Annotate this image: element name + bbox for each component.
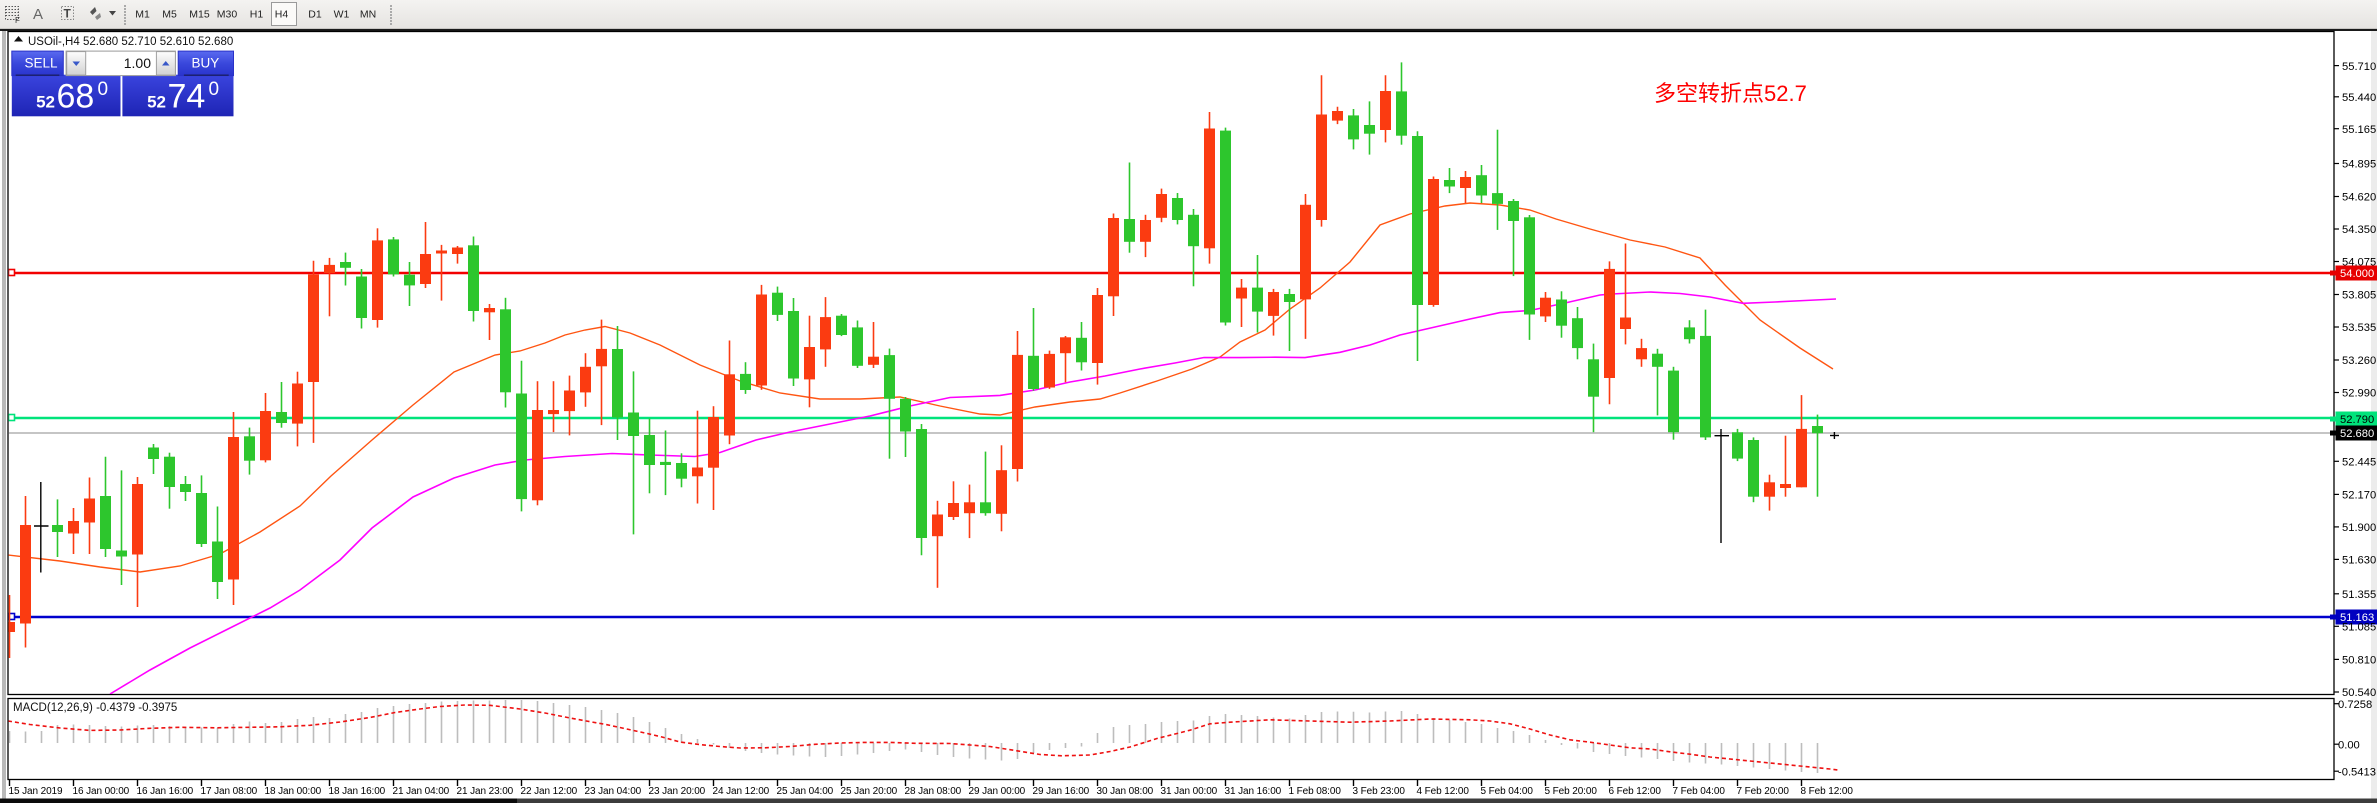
svg-text:54.895: 54.895 [2342, 159, 2376, 171]
svg-text:M5: M5 [162, 9, 177, 21]
svg-text:16 Jan 16:00: 16 Jan 16:00 [137, 786, 194, 797]
svg-text:52.990: 52.990 [2342, 388, 2376, 400]
svg-text:31 Jan 16:00: 31 Jan 16:00 [1225, 786, 1282, 797]
svg-text:21 Jan 23:00: 21 Jan 23:00 [457, 786, 514, 797]
svg-text:51.085: 51.085 [2342, 622, 2376, 634]
svg-text:23 Jan 04:00: 23 Jan 04:00 [585, 786, 642, 797]
svg-text:BUY: BUY [192, 56, 220, 71]
svg-text:29 Jan 00:00: 29 Jan 00:00 [969, 786, 1026, 797]
svg-text:23 Jan 20:00: 23 Jan 20:00 [649, 786, 706, 797]
svg-text:M30: M30 [217, 9, 238, 21]
svg-text:51.163: 51.163 [2340, 612, 2374, 624]
svg-text:52.790: 52.790 [2340, 414, 2374, 426]
svg-text:55.165: 55.165 [2342, 124, 2376, 136]
svg-text:H4: H4 [275, 9, 289, 21]
svg-text:W1: W1 [334, 9, 350, 21]
svg-text:4 Feb 12:00: 4 Feb 12:00 [1417, 786, 1470, 797]
svg-text:55.710: 55.710 [2342, 61, 2376, 73]
svg-text:1 Feb 08:00: 1 Feb 08:00 [1289, 786, 1342, 797]
svg-text:52: 52 [147, 93, 166, 112]
svg-text:55.440: 55.440 [2342, 92, 2376, 104]
svg-text:-0.5413: -0.5413 [2338, 766, 2376, 778]
svg-text:68: 68 [57, 78, 95, 116]
svg-text:24 Jan 12:00: 24 Jan 12:00 [713, 786, 770, 797]
svg-text:25 Jan 04:00: 25 Jan 04:00 [777, 786, 834, 797]
svg-text:F: F [15, 16, 20, 25]
svg-text:22 Jan 12:00: 22 Jan 12:00 [521, 786, 578, 797]
svg-text:52.680: 52.680 [2340, 428, 2374, 440]
svg-text:29 Jan 16:00: 29 Jan 16:00 [1033, 786, 1090, 797]
svg-text:21 Jan 04:00: 21 Jan 04:00 [393, 786, 450, 797]
svg-text:54.350: 54.350 [2342, 224, 2376, 236]
svg-text:30 Jan 08:00: 30 Jan 08:00 [1097, 786, 1154, 797]
svg-text:28 Jan 08:00: 28 Jan 08:00 [905, 786, 962, 797]
svg-text:53.805: 53.805 [2342, 290, 2376, 302]
svg-text:52.170: 52.170 [2342, 490, 2376, 502]
svg-text:0.00: 0.00 [2338, 739, 2360, 751]
svg-text:M15: M15 [189, 9, 210, 21]
svg-text:0: 0 [98, 79, 109, 100]
svg-text:7 Feb 20:00: 7 Feb 20:00 [1737, 786, 1790, 797]
svg-text:5 Feb 04:00: 5 Feb 04:00 [1481, 786, 1534, 797]
svg-text:USOil-,H4 52.680 52.710 52.61: USOil-,H4 52.680 52.710 52.610 52.680 [28, 36, 233, 48]
svg-text:54.000: 54.000 [2340, 268, 2374, 280]
svg-text:18 Jan 16:00: 18 Jan 16:00 [329, 786, 386, 797]
svg-text:0.7258: 0.7258 [2338, 699, 2372, 711]
svg-text:MACD(12,26,9) -0.4379 -0.3975: MACD(12,26,9) -0.4379 -0.3975 [13, 702, 177, 714]
svg-text:51.900: 51.900 [2342, 522, 2376, 534]
svg-text:52.445: 52.445 [2342, 457, 2376, 469]
svg-text:25 Jan 20:00: 25 Jan 20:00 [841, 786, 898, 797]
svg-text:0: 0 [209, 79, 220, 100]
svg-text:3 Feb 23:00: 3 Feb 23:00 [1353, 786, 1406, 797]
svg-text:53.535: 53.535 [2342, 322, 2376, 334]
svg-text:15 Jan 2019: 15 Jan 2019 [9, 786, 63, 797]
svg-text:M1: M1 [135, 9, 150, 21]
svg-text:18 Jan 00:00: 18 Jan 00:00 [265, 786, 322, 797]
svg-text:50.540: 50.540 [2342, 687, 2376, 699]
svg-text:31 Jan 00:00: 31 Jan 00:00 [1161, 786, 1218, 797]
svg-text:54.620: 54.620 [2342, 192, 2376, 204]
svg-text:SELL: SELL [25, 56, 59, 71]
svg-text:8 Feb 12:00: 8 Feb 12:00 [1801, 786, 1854, 797]
svg-text:H1: H1 [250, 9, 264, 21]
svg-text:51.630: 51.630 [2342, 555, 2376, 567]
svg-text:1.00: 1.00 [124, 55, 151, 71]
svg-text:D1: D1 [308, 9, 322, 21]
svg-text:7 Feb 04:00: 7 Feb 04:00 [1673, 786, 1726, 797]
svg-text:51.355: 51.355 [2342, 589, 2376, 601]
svg-text:多空转折点52.7: 多空转折点52.7 [1654, 81, 1807, 106]
svg-text:16 Jan 00:00: 16 Jan 00:00 [73, 786, 130, 797]
svg-text:6 Feb 12:00: 6 Feb 12:00 [1609, 786, 1662, 797]
svg-text:52: 52 [36, 93, 55, 112]
svg-text:A: A [33, 6, 43, 23]
svg-text:53.260: 53.260 [2342, 355, 2376, 367]
svg-text:5 Feb 20:00: 5 Feb 20:00 [1545, 786, 1598, 797]
svg-text:MN: MN [360, 9, 376, 21]
svg-text:74: 74 [168, 78, 206, 116]
svg-text:T: T [64, 7, 72, 21]
svg-text:17 Jan 08:00: 17 Jan 08:00 [201, 786, 258, 797]
svg-text:50.810: 50.810 [2342, 655, 2376, 667]
